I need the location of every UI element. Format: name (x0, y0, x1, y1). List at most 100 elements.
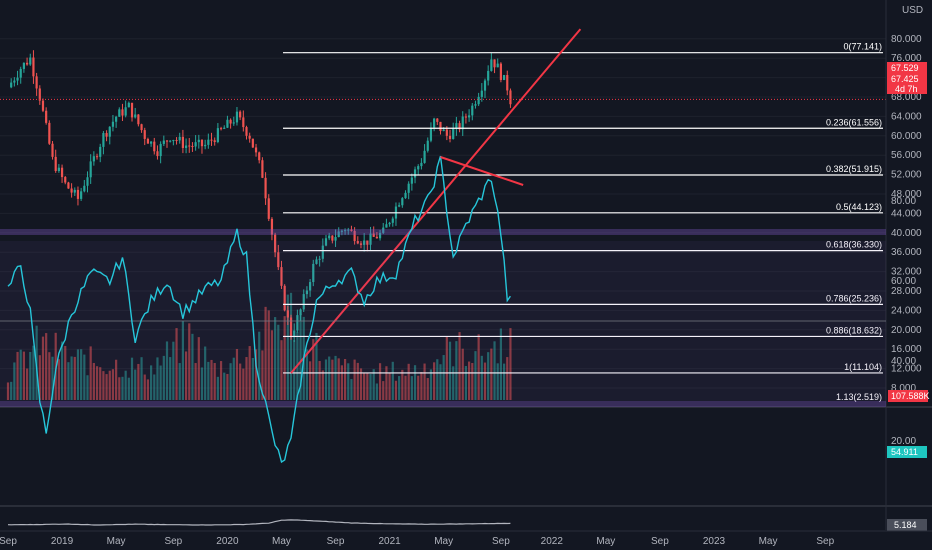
candle-body (67, 182, 70, 189)
volume-bar (219, 361, 223, 400)
volume-bar (124, 370, 127, 400)
fib-level-label: 0.618(36.330) (826, 240, 882, 250)
volume-bar (86, 375, 89, 400)
volume-bar (309, 361, 312, 400)
volume-bar (194, 363, 197, 400)
volume-bar (223, 372, 226, 400)
candle-body (89, 161, 92, 178)
candle-body (51, 143, 54, 157)
volume-bar (343, 358, 347, 400)
candle-body (216, 128, 219, 142)
candle-body (235, 111, 239, 123)
volume-bar (191, 333, 194, 400)
volume-bar (347, 363, 350, 400)
candle-body (445, 129, 448, 136)
candle-body (340, 230, 343, 232)
volume-bar (99, 367, 102, 400)
volume-bar (334, 355, 337, 400)
candle-body (127, 102, 130, 108)
rsi-tick-label: 80.00 (891, 196, 916, 207)
candle-body (111, 121, 115, 127)
candle-body (73, 189, 76, 193)
volume-bar (382, 381, 385, 400)
volume-bar (445, 336, 448, 400)
volume-bar (60, 341, 64, 400)
volume-bar (156, 357, 159, 400)
volume-bar (229, 363, 232, 400)
candle-body (496, 63, 499, 68)
volume-bar (10, 381, 13, 400)
candle-body (38, 88, 41, 101)
candle-body (267, 198, 270, 219)
volume-bar (506, 357, 509, 400)
candle-body (302, 294, 305, 310)
candle-body (426, 140, 429, 151)
candle-body (375, 236, 378, 239)
volume-bar (111, 369, 115, 400)
rsi-overbought-zone (0, 229, 886, 235)
candle-body (343, 230, 347, 232)
volume-bar (175, 328, 178, 400)
candle-body (70, 188, 73, 193)
candle-body (130, 102, 134, 118)
price-tick-label: 52.000 (891, 170, 922, 181)
rsi-tick-label: 40.00 (891, 356, 916, 367)
time-tick-label: May (596, 536, 615, 547)
rsi-tick-labels: 20.00 40.00 60.00 80.00 (891, 196, 916, 447)
price-pane[interactable]: 0(77.141) 0.236(61.556) 0.382(51.915) 0.5(4… (0, 28, 886, 402)
volume-bar (283, 316, 286, 400)
volume-bar (509, 328, 512, 400)
fib-level-label: 0.786(25.236) (826, 293, 882, 303)
price-tick-label: 16.000 (891, 344, 922, 355)
volume-bar (277, 324, 280, 400)
third-indicator-badge-bg (887, 519, 927, 531)
candle-body (378, 232, 382, 239)
price-badges: 67.529 67.425 4d 7h (887, 62, 927, 94)
candle-body (490, 59, 493, 71)
trendline[interactable] (290, 28, 582, 374)
candle-body (19, 68, 22, 78)
candle-body (337, 231, 340, 238)
candle-body (289, 317, 293, 338)
volume-bar (25, 368, 29, 400)
volume-bar (41, 336, 45, 400)
volume-bar (207, 361, 210, 400)
volume-badge-text: 107.588K (891, 391, 930, 401)
volume-bar (401, 369, 404, 400)
volume-bar (80, 349, 83, 400)
volume-bar (474, 351, 477, 400)
candle-body (86, 177, 89, 186)
price-axis[interactable]: USD 8.000 12.000 16.000 20.000 24.000 28.000 3… (887, 5, 930, 402)
candle-body (172, 140, 175, 142)
candle-body (464, 116, 468, 118)
candle-body (194, 142, 197, 147)
candle-body (184, 145, 188, 148)
volume-bar (95, 366, 99, 400)
candle-body (433, 118, 436, 128)
time-axis[interactable]: Sep 2019 May Sep 2020 May Sep 2021 May Sep 2022 May… (0, 530, 932, 547)
volume-bar (452, 366, 455, 400)
volume-bar (6, 382, 10, 400)
rsi-pane[interactable]: 20.00 40.00 60.00 80.00 54.911 (0, 155, 927, 464)
volume-bar (398, 376, 401, 400)
candle-body (22, 62, 25, 69)
volume-bar (210, 359, 213, 400)
candle-body (99, 146, 102, 157)
volume-bar (483, 362, 487, 400)
candle-body (134, 114, 137, 118)
volume-badge-bg (888, 390, 928, 402)
fibonacci-retracement[interactable]: 0(77.141) 0.236(61.556) 0.382(51.915) 0.5(4… (283, 42, 883, 402)
candle-body (299, 309, 302, 316)
volume-bar (216, 376, 219, 400)
rsi-divergence-line[interactable] (440, 156, 524, 186)
volume-bar (464, 366, 468, 400)
time-tick-label: 2023 (703, 536, 726, 547)
candle-body (204, 144, 207, 147)
candle-body (143, 130, 146, 139)
candle-body (118, 109, 121, 117)
volume-bar (22, 351, 25, 400)
third-indicator-pane[interactable]: 5.184 (7, 519, 927, 531)
candle-body (232, 122, 235, 124)
volume-bar (235, 348, 239, 400)
